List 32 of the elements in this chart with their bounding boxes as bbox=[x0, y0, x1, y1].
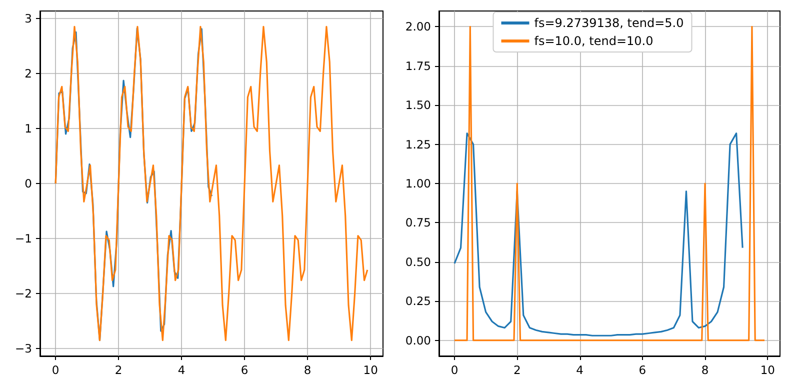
x-tick-label: 10 bbox=[363, 363, 378, 377]
x-tick-label: 2 bbox=[513, 363, 521, 377]
y-tick-label: 2.00 bbox=[405, 20, 431, 34]
y-tick-label: 0.25 bbox=[405, 294, 431, 308]
y-tick-label: −3 bbox=[15, 342, 32, 356]
x-tick-label: 2 bbox=[114, 363, 122, 377]
line-series bbox=[54, 26, 368, 342]
y-tick-label: 2 bbox=[24, 66, 32, 80]
y-tick-label: 0.75 bbox=[405, 216, 431, 230]
y-tick-label: 1.00 bbox=[405, 176, 431, 190]
x-tick-label: 0 bbox=[450, 363, 458, 377]
x-tick-label: 6 bbox=[638, 363, 646, 377]
x-tick-label: 4 bbox=[178, 363, 186, 377]
x-tick-label: 8 bbox=[304, 363, 312, 377]
y-tick-label: −2 bbox=[15, 286, 32, 301]
y-tick-label: 1.75 bbox=[405, 58, 431, 73]
y-tick-label: 1 bbox=[24, 121, 32, 136]
y-tick-label: 0.50 bbox=[405, 254, 431, 269]
x-tick-label: 10 bbox=[760, 363, 775, 377]
y-tick-label: 1.25 bbox=[405, 137, 431, 152]
y-tick-label: 0.00 bbox=[405, 333, 431, 348]
y-tick-label: 1.50 bbox=[405, 98, 431, 112]
legend-label: fs=9.2739138, tend=5.0 bbox=[534, 16, 684, 30]
y-tick-label: 0 bbox=[24, 176, 32, 190]
x-tick-label: 4 bbox=[576, 363, 584, 377]
y-tick-label: −1 bbox=[15, 232, 32, 246]
x-tick-label: 6 bbox=[240, 363, 248, 377]
y-tick-label: 3 bbox=[24, 11, 32, 26]
x-tick-label: 8 bbox=[701, 363, 709, 377]
line-series bbox=[454, 132, 744, 336]
legend-label: fs=10.0, tend=10.0 bbox=[534, 34, 654, 48]
x-tick-label: 0 bbox=[52, 363, 60, 377]
